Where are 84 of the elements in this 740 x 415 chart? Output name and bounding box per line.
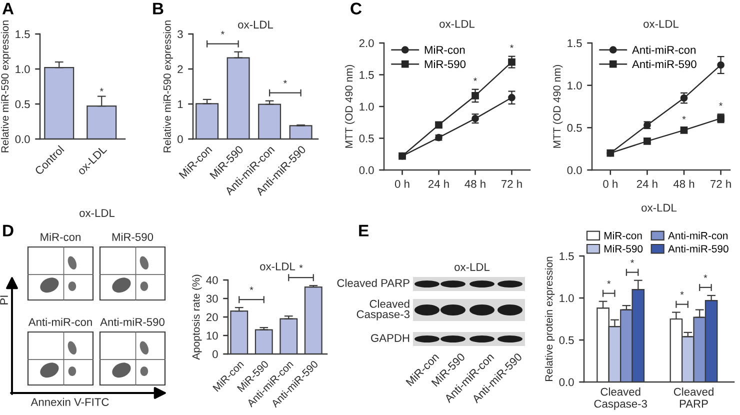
y-tick-label: 40 (206, 276, 218, 284)
x-tick-label: 24 h (428, 180, 449, 188)
chart-title: ox-LDL (440, 20, 475, 28)
y-tick-label: 1.5 (360, 71, 374, 79)
y-tick-label: 0.5 (559, 336, 574, 344)
annotation: * (220, 30, 224, 34)
category-label: GAPDH (371, 334, 410, 342)
text: ox-LDL (80, 209, 115, 217)
category-label: MiR-con (40, 232, 80, 241)
legend-label: MiR-con (424, 46, 465, 54)
text: A (2, 2, 14, 14)
text: ox-LDL (454, 263, 490, 271)
y-tick-label: 10 (206, 332, 218, 340)
x-tick-label: 72 h (710, 180, 731, 188)
annotation: * (704, 274, 708, 278)
text: E (359, 224, 368, 236)
category-label: Anti-miR-590 (100, 318, 164, 326)
y-tick-label: 0.0 (15, 135, 30, 144)
x-tick-label: 72 h (502, 180, 522, 188)
y-axis-title: MTT (OD 490 nm) (344, 64, 355, 148)
chart-title: ox-LDL (642, 204, 677, 212)
text: C (350, 2, 362, 14)
category-label: Cleaved PARP (337, 278, 410, 287)
annotation: * (719, 102, 723, 106)
x-tick-label: 48 h (673, 180, 694, 188)
annotation: * (250, 286, 254, 290)
y-tick-label: 20 (206, 313, 218, 322)
y-tick-label: 1.0 (568, 82, 582, 90)
legend-label: MiR-590 (604, 244, 643, 253)
text: PI (0, 296, 8, 304)
y-tick-label: 0.0 (567, 166, 582, 174)
y-tick-label: 0 (178, 135, 183, 144)
y-tick-label: 1.5 (560, 252, 574, 260)
chart-title: ox-LDL (260, 262, 296, 270)
legend-label: Anti-miR-con (668, 232, 728, 240)
annotation: * (682, 116, 686, 120)
y-axis-title: Apoptosis rate (%) (192, 274, 202, 360)
annotation: * (607, 280, 611, 284)
annotation: * (474, 78, 477, 82)
y-tick-label: 1 (178, 100, 183, 108)
annotation: * (630, 259, 634, 263)
y-tick-label: 2.0 (359, 39, 374, 48)
text: B (153, 2, 164, 14)
category-label: Anti-miR-con (28, 318, 92, 326)
legend-label: MiR-con (604, 232, 642, 240)
chart-title: ox-LDL (644, 20, 679, 28)
annotation: * (510, 44, 514, 48)
y-tick-label: 1.0 (16, 65, 30, 74)
annotation: * (100, 88, 104, 92)
y-axis-title: Relative protein expression (544, 256, 555, 381)
y-axis-title: MTT (OD 490 nm) (552, 64, 563, 148)
text: * (299, 264, 303, 268)
legend-label: Anti-miR-590 (632, 60, 696, 68)
text: D (3, 224, 14, 236)
y-tick-label: 1.5 (16, 30, 30, 38)
x-tick-label: Cleaved PARP (674, 388, 714, 408)
y-tick-label: 0.5 (359, 134, 374, 142)
y-tick-label: 2 (178, 65, 183, 74)
y-tick-label: 1.0 (360, 102, 374, 111)
y-tick-label: 1.5 (568, 39, 582, 48)
y-tick-label: 0.5 (15, 100, 30, 108)
x-tick-label: 24 h (636, 180, 658, 188)
text: Annexin V-FITC (30, 398, 109, 406)
y-tick-label: 0 (212, 350, 218, 358)
y-tick-label: 0.0 (359, 166, 374, 174)
x-tick-label: 0 h (394, 180, 410, 188)
x-tick-label: Cleaved Caspase-3 (594, 388, 647, 410)
legend-label: Anti-miR-con (632, 46, 696, 54)
category-label: Cleaved Caspase-3 (356, 300, 410, 320)
y-tick-label: 30 (206, 294, 218, 303)
y-axis-title: Relative miR-590 expression (163, 20, 173, 152)
chart-title: ox-LDL (238, 20, 274, 29)
y-axis-title: Relative miR-590 expression (0, 20, 11, 152)
y-tick-label: 0.0 (559, 378, 574, 386)
y-tick-label: 0.5 (567, 124, 582, 132)
legend-label: Anti-miR-590 (668, 244, 728, 253)
category-label: MiR-590 (112, 232, 154, 241)
x-tick-label: 48 h (464, 180, 486, 188)
y-tick-label: 1.0 (560, 294, 574, 302)
annotation: * (283, 80, 287, 84)
legend-label: MiR-590 (424, 60, 466, 68)
y-tick-label: 3 (178, 30, 183, 38)
annotation: * (680, 291, 684, 295)
x-tick-label: 0 h (603, 180, 618, 188)
